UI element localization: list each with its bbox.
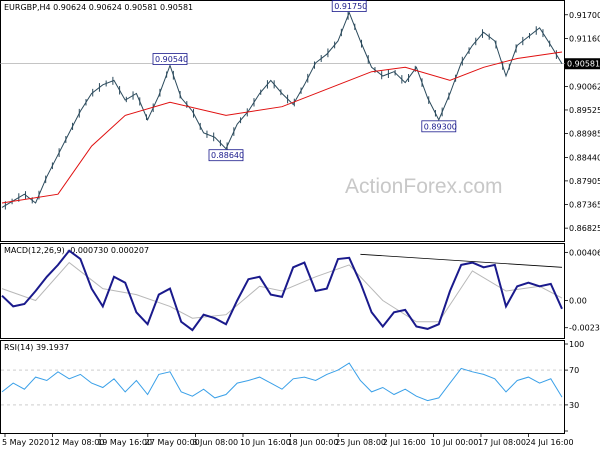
watermark: ActionForex.com — [345, 175, 503, 198]
price-y-tick-label: 0.87905 — [569, 177, 600, 186]
price-bars — [4, 11, 557, 210]
price-annotation-label: 0.90540 — [155, 55, 188, 64]
price-y-tick-label: 0.87365 — [569, 201, 600, 210]
price-y-tick-label: 0.88440 — [569, 153, 600, 162]
price-annotations: 0.91750 0.90540 0.88640 0.89300 — [152, 0, 457, 162]
rsi-line — [1, 362, 563, 402]
current-price-badge-box — [565, 58, 600, 70]
x-tick-label: 18 Jun 00:00 — [288, 438, 339, 447]
x-tick-label: 2 Jul 16:00 — [383, 438, 426, 447]
macd-y-axis: 0.004062 0.00 -0.0023 — [565, 248, 600, 333]
price-y-tick-label: 0.86825 — [569, 224, 600, 233]
price-annotation: 0.90540 — [152, 53, 188, 65]
rsi-levels — [1, 369, 564, 406]
price-annotation-box — [152, 53, 188, 65]
x-tick-label: 10 Jul 00:00 — [430, 438, 478, 447]
main-title: EURGBP,H4 0.90624 0.90624 0.90581 0.9058… — [4, 3, 193, 12]
moving-average-line — [1, 51, 563, 204]
price-y-tick-label: 0.90062 — [569, 82, 600, 91]
rsi-title: RSI(14) 39.1937 — [4, 343, 69, 352]
price-annotation-box — [208, 149, 244, 162]
x-tick-label: 3 Jun 08:00 — [192, 438, 238, 447]
price-annotation: 0.91750 — [331, 0, 367, 12]
macd-y-tick-label: -0.0023 — [569, 324, 600, 333]
price-y-tick-label: 0.88985 — [569, 130, 600, 139]
x-tick-label: 25 Jun 08:00 — [335, 438, 386, 447]
macd-title: MACD(12,26,9) -0.000730 0.000207 — [4, 246, 149, 255]
x-tick-label: 19 May 16:00 — [97, 438, 152, 447]
macd-y-tick-label: 0.00 — [569, 296, 587, 305]
x-tick-label: 5 May 2020 — [2, 438, 49, 447]
price-y-tick-label: 0.91700 — [569, 11, 600, 20]
rsi-y-tick-label: 70 — [569, 366, 579, 375]
price-annotation-box — [421, 120, 457, 133]
x-tick-label: 10 Jun 16:00 — [240, 438, 291, 447]
current-price-badge: 0.90581 — [565, 58, 600, 70]
macd-panel: MACD(12,26,9) -0.000730 0.000207 0.00406… — [0, 243, 600, 339]
price-annotation: 0.88640 — [208, 149, 244, 162]
price-annotation: 0.89300 — [421, 120, 457, 133]
macd-main-line — [1, 249, 563, 332]
price-y-axis: 0.917000.911600.906000.900620.895250.889… — [565, 11, 600, 233]
price-annotation-label: 0.88640 — [211, 151, 244, 160]
macd-trendline — [360, 253, 563, 268]
current-price-badge-text: 0.90581 — [567, 60, 600, 69]
main-price-panel: ActionForex.com EURGBP,H4 0.90624 0.9062… — [0, 0, 600, 242]
rsi-y-axis: 100 70 30 — [565, 340, 584, 432]
price-y-tick-label: 0.91160 — [569, 34, 600, 43]
x-tick-label: 17 Jul 08:00 — [478, 438, 526, 447]
price-y-tick-label: 0.89525 — [569, 106, 600, 115]
price-annotation-box — [331, 0, 367, 12]
price-annotation-label: 0.91750 — [334, 2, 367, 11]
price-annotation-label: 0.89300 — [424, 122, 457, 131]
main-panel-frame — [0, 0, 565, 242]
rsi-panel: RSI(14) 39.1937 100 70 30 — [0, 340, 584, 434]
rsi-y-tick-label: 100 — [569, 340, 584, 349]
x-tick-label: 27 May 00:00 — [145, 438, 200, 447]
x-tick-label: 12 May 08:00 — [50, 438, 105, 447]
macd-signal-line — [1, 261, 563, 323]
x-tick-label: 24 Jul 16:00 — [526, 438, 574, 447]
rsi-panel-frame — [0, 340, 565, 434]
macd-y-tick-label: 0.004062 — [569, 248, 600, 257]
rsi-y-tick-label: 30 — [569, 401, 579, 410]
